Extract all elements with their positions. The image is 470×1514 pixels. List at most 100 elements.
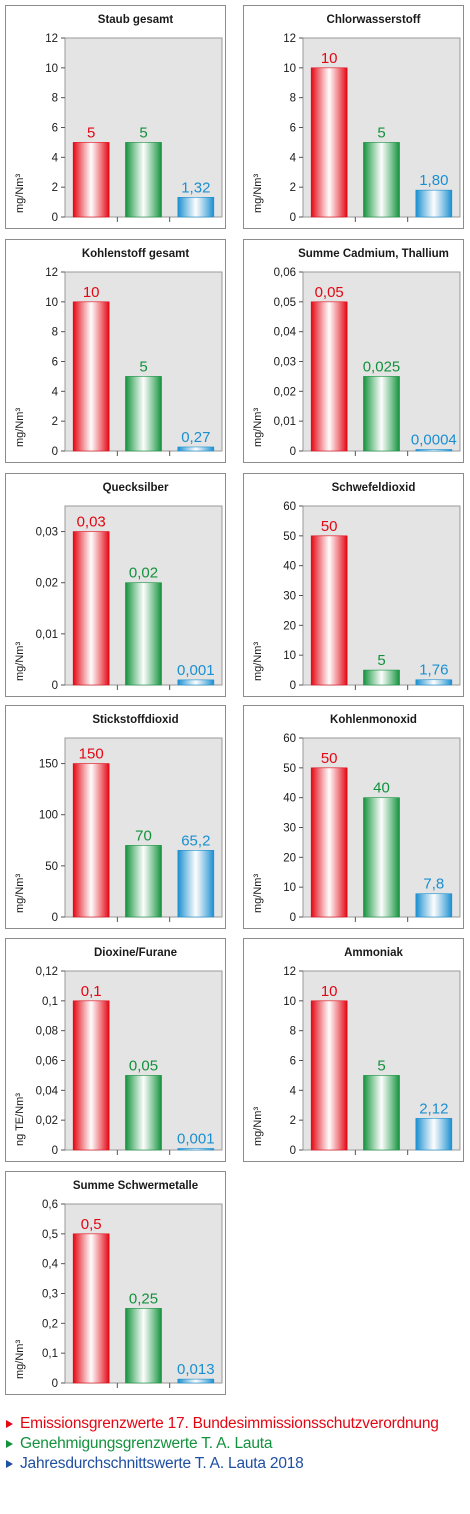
y-tick-label: 4 bbox=[290, 152, 297, 164]
bar-red bbox=[310, 767, 348, 918]
y-tick-label: 0,01 bbox=[36, 629, 58, 641]
chart-title: Quecksilber bbox=[103, 482, 169, 494]
y-tick-label: 0 bbox=[52, 1145, 58, 1157]
y-tick-label: 0,04 bbox=[36, 1085, 59, 1097]
y-tick-label: 50 bbox=[283, 763, 296, 775]
bar-red bbox=[72, 1000, 110, 1151]
data-label-blue: 65,2 bbox=[181, 832, 210, 849]
bar-red bbox=[310, 535, 348, 686]
data-label-green: 5 bbox=[377, 652, 385, 669]
y-tick-label: 0,1 bbox=[42, 996, 58, 1008]
chart-schwermetalle: Summe Schwermetalle 0 0,1 0,2 0,3 0,4 0,5 0,6 mg… bbox=[14, 1180, 223, 1390]
y-axis-label: mg/Nm³ bbox=[252, 408, 264, 447]
y-tick-label: 12 bbox=[45, 33, 58, 45]
y-tick-label: 2 bbox=[290, 182, 296, 194]
bar-green bbox=[363, 669, 400, 686]
y-tick-label: 50 bbox=[45, 861, 58, 873]
legend-item-permit-limits: Genehmigungsgrenzwerte T. A. Lauta bbox=[4, 1434, 466, 1454]
data-label-green: 0,02 bbox=[129, 565, 158, 582]
y-tick-label: 12 bbox=[283, 966, 296, 978]
data-label-blue: 0,013 bbox=[177, 1361, 215, 1378]
y-axis-label: mg/Nm³ bbox=[252, 1107, 264, 1146]
bar-green bbox=[363, 1075, 400, 1151]
y-tick-label: 0 bbox=[290, 1145, 296, 1157]
chart-panel-ammoniak: Ammoniak 0 2 4 6 8 10 12 mg/Nm³ 10 5 2,12 bbox=[243, 938, 464, 1162]
bar-red bbox=[310, 301, 348, 452]
data-label-green: 40 bbox=[373, 780, 390, 797]
data-label-blue: 0,001 bbox=[177, 662, 215, 679]
bar-blue bbox=[177, 197, 215, 218]
y-tick-label: 4 bbox=[52, 152, 59, 164]
y-tick-label: 0,04 bbox=[274, 327, 297, 339]
y-tick-label: 0 bbox=[52, 680, 58, 692]
y-tick-label: 60 bbox=[283, 501, 296, 513]
chart-panel-kohlenmonoxid: Kohlenmonoxid 0 10 20 30 40 50 60 mg/Nm³ 50 40 7,8 bbox=[243, 705, 464, 929]
data-label-red: 10 bbox=[321, 983, 338, 1000]
bar-green bbox=[125, 376, 162, 452]
y-tick-label: 8 bbox=[290, 93, 296, 105]
data-label-blue: 7,8 bbox=[423, 876, 444, 893]
y-tick-label: 10 bbox=[45, 297, 58, 309]
data-label-red: 0,05 bbox=[315, 284, 344, 301]
y-tick-label: 10 bbox=[45, 63, 58, 75]
data-label-green: 0,025 bbox=[363, 358, 401, 375]
y-tick-label: 6 bbox=[52, 123, 58, 135]
bar-blue bbox=[415, 893, 453, 918]
y-tick-label: 40 bbox=[283, 793, 296, 805]
y-tick-label: 0,03 bbox=[274, 357, 296, 369]
bar-green bbox=[125, 845, 162, 918]
chart-title: Schwefeldioxid bbox=[332, 482, 416, 494]
y-tick-label: 0,02 bbox=[36, 1115, 58, 1127]
y-tick-label: 10 bbox=[283, 882, 296, 894]
y-tick-label: 100 bbox=[39, 810, 58, 822]
legend-arrow-green-icon bbox=[6, 1440, 13, 1448]
bar-red bbox=[72, 301, 110, 452]
chart-panel-chlorwasserstoff: Chlorwasserstoff 0 2 4 6 8 10 12 mg/Nm³ 10 5 1,80 bbox=[243, 5, 464, 229]
chart-panel-staub-gesamt: Staub gesamt 0 2 4 6 8 10 12 mg/Nm³ 5 5 1,32 bbox=[5, 5, 226, 229]
data-label-blue: 0,0004 bbox=[411, 432, 457, 449]
y-tick-label: 0,5 bbox=[42, 1229, 58, 1241]
y-tick-label: 60 bbox=[283, 733, 296, 745]
y-tick-label: 0 bbox=[52, 912, 58, 924]
y-axis-label: mg/Nm³ bbox=[14, 408, 26, 447]
chart-kohlenstoff-gesamt: Kohlenstoff gesamt 0 2 4 6 8 10 12 mg/Nm³ 10 5 0,27 bbox=[14, 248, 223, 458]
y-tick-label: 0 bbox=[290, 446, 296, 458]
y-tick-label: 2 bbox=[290, 1115, 296, 1127]
legend-label-annual-averages: Jahresdurchschnittswerte T. A. Lauta 201… bbox=[20, 1455, 304, 1472]
chart-stickstoffdioxid: Stickstoffdioxid 0 50 100 150 mg/Nm³ 150 70 65,2 bbox=[14, 714, 223, 924]
chart-title: Kohlenstoff gesamt bbox=[82, 248, 190, 260]
y-tick-label: 10 bbox=[283, 650, 296, 662]
y-tick-label: 0,06 bbox=[36, 1056, 58, 1068]
data-label-red: 10 bbox=[83, 284, 100, 301]
bar-blue bbox=[177, 679, 215, 686]
bar-green bbox=[363, 376, 400, 452]
bar-red bbox=[72, 763, 110, 918]
y-tick-label: 0,02 bbox=[274, 386, 296, 398]
data-label-green: 70 bbox=[135, 827, 152, 844]
bar-green bbox=[125, 582, 162, 686]
y-axis-label: mg/Nm³ bbox=[252, 174, 264, 213]
chart-title: Dioxine/Furane bbox=[94, 947, 177, 959]
bar-green bbox=[125, 142, 162, 218]
bar-green bbox=[363, 797, 400, 918]
bar-green bbox=[125, 1308, 162, 1384]
y-tick-label: 0,03 bbox=[36, 527, 58, 539]
y-axis-label: mg/Nm³ bbox=[252, 874, 264, 913]
chart-title: Summe Schwermetalle bbox=[73, 1180, 198, 1192]
bar-red bbox=[72, 531, 110, 686]
y-tick-label: 0,12 bbox=[36, 966, 58, 978]
y-tick-label: 6 bbox=[290, 1056, 296, 1068]
y-tick-label: 6 bbox=[52, 357, 58, 369]
legend: Emissionsgrenzwerte 17. Bundesimmissions… bbox=[4, 1414, 466, 1474]
y-tick-label: 10 bbox=[283, 63, 296, 75]
y-tick-label: 4 bbox=[290, 1085, 297, 1097]
y-tick-label: 12 bbox=[45, 267, 58, 279]
bar-red bbox=[310, 1000, 348, 1151]
legend-arrow-blue-icon bbox=[6, 1460, 13, 1468]
y-tick-label: 0,02 bbox=[36, 578, 58, 590]
chart-kohlenmonoxid: Kohlenmonoxid 0 10 20 30 40 50 60 mg/Nm³ 50 40 7,8 bbox=[252, 714, 461, 924]
chart-ammoniak: Ammoniak 0 2 4 6 8 10 12 mg/Nm³ 10 5 2,12 bbox=[252, 947, 461, 1157]
chart-panel-cadmium-thallium: Summe Cadmium, Thallium 0 0,01 0,02 0,03 0,04… bbox=[243, 239, 464, 463]
y-tick-label: 30 bbox=[283, 823, 296, 835]
data-label-red: 50 bbox=[321, 750, 338, 767]
